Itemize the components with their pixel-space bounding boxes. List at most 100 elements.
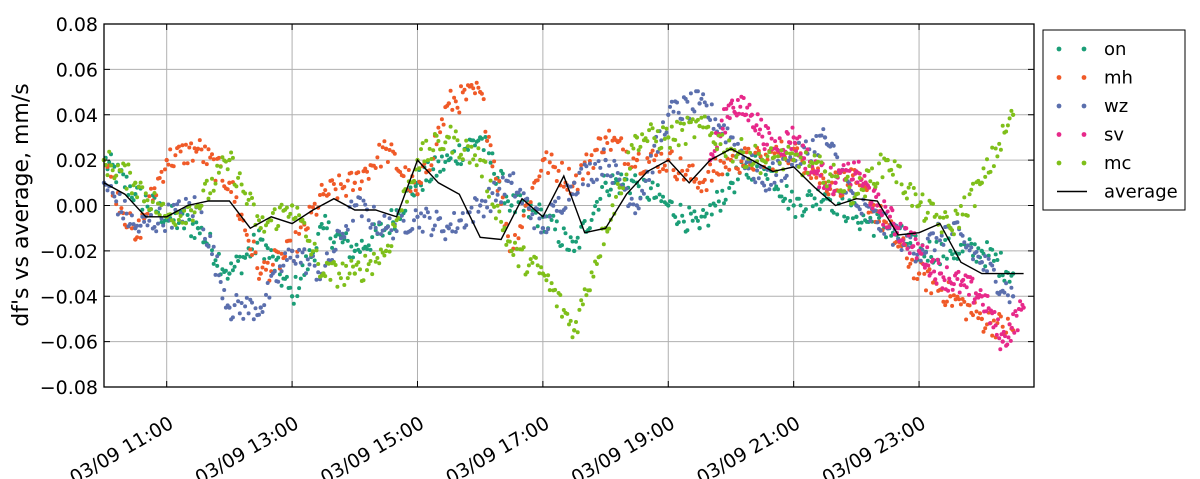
legend-label-mh: mh xyxy=(1104,68,1133,89)
data-point xyxy=(727,186,732,190)
data-point xyxy=(492,171,497,176)
data-point xyxy=(410,227,415,231)
data-point xyxy=(628,166,632,171)
data-point xyxy=(163,167,167,172)
data-point xyxy=(991,267,996,272)
data-point xyxy=(176,221,181,225)
data-point xyxy=(394,229,399,234)
data-point xyxy=(779,148,784,153)
data-point xyxy=(776,154,780,159)
data-point xyxy=(568,235,573,240)
data-point xyxy=(330,245,335,250)
data-point xyxy=(645,139,650,144)
data-point xyxy=(276,255,281,260)
data-point xyxy=(483,199,488,204)
data-point xyxy=(840,168,845,173)
data-point xyxy=(283,251,288,256)
data-point xyxy=(528,200,533,205)
data-point xyxy=(702,214,707,219)
data-point xyxy=(405,199,409,204)
data-point xyxy=(319,222,324,226)
data-point xyxy=(713,142,718,146)
data-point xyxy=(358,187,362,191)
data-point xyxy=(554,179,559,183)
data-point xyxy=(845,174,850,179)
data-point xyxy=(330,178,335,183)
data-point xyxy=(796,164,801,169)
data-point xyxy=(1015,328,1020,333)
data-point xyxy=(406,168,411,172)
data-point xyxy=(331,240,336,245)
data-point xyxy=(561,308,566,312)
data-point xyxy=(1000,339,1005,344)
data-point xyxy=(215,254,220,259)
data-point xyxy=(203,181,207,186)
data-point xyxy=(706,223,711,228)
data-point xyxy=(659,199,664,204)
data-point xyxy=(424,206,429,211)
data-point xyxy=(520,225,524,230)
data-point xyxy=(591,166,596,170)
data-point xyxy=(378,164,383,169)
data-point xyxy=(990,247,995,252)
data-point xyxy=(180,143,185,148)
data-point xyxy=(779,139,784,144)
data-point xyxy=(600,185,605,189)
data-point xyxy=(307,204,312,209)
data-point xyxy=(276,279,281,284)
data-point xyxy=(724,106,729,111)
data-point xyxy=(443,140,448,145)
data-point xyxy=(366,243,371,248)
data-point xyxy=(387,216,392,221)
data-point xyxy=(964,317,969,322)
data-point xyxy=(345,238,350,243)
data-point xyxy=(300,250,305,255)
data-point xyxy=(338,182,343,187)
data-point xyxy=(984,309,989,314)
data-point xyxy=(530,260,535,265)
data-point xyxy=(652,143,657,148)
data-point xyxy=(403,165,408,170)
data-point xyxy=(878,152,883,157)
data-point xyxy=(255,240,260,245)
data-point xyxy=(250,300,254,305)
data-point xyxy=(251,239,256,244)
data-point xyxy=(809,193,814,197)
data-point xyxy=(206,147,211,152)
data-point xyxy=(499,219,504,224)
data-point xyxy=(850,216,855,221)
data-point xyxy=(624,172,629,177)
data-point xyxy=(971,300,976,305)
data-point xyxy=(298,260,303,265)
data-point xyxy=(546,273,551,278)
data-point xyxy=(699,115,704,120)
data-point xyxy=(352,180,357,185)
data-point xyxy=(904,226,909,231)
data-point xyxy=(149,207,153,212)
data-point xyxy=(798,155,803,160)
data-point xyxy=(183,221,188,226)
data-point xyxy=(1013,309,1018,314)
data-point xyxy=(673,215,678,219)
data-point xyxy=(135,235,140,240)
data-point xyxy=(605,173,610,178)
data-point xyxy=(462,87,467,92)
data-point xyxy=(981,329,986,334)
data-point xyxy=(154,210,159,215)
data-point xyxy=(540,226,546,231)
data-point xyxy=(960,297,965,301)
data-point xyxy=(641,191,646,196)
data-point xyxy=(983,174,988,179)
data-point xyxy=(225,167,230,172)
data-point xyxy=(481,148,486,153)
data-point xyxy=(551,213,556,218)
data-point xyxy=(596,159,601,164)
data-point xyxy=(789,147,794,151)
data-point xyxy=(135,223,140,228)
data-point xyxy=(544,230,549,235)
data-point xyxy=(161,179,166,184)
data-point xyxy=(438,216,443,221)
data-point xyxy=(342,235,347,239)
data-point xyxy=(1010,112,1016,118)
data-point xyxy=(206,196,211,201)
